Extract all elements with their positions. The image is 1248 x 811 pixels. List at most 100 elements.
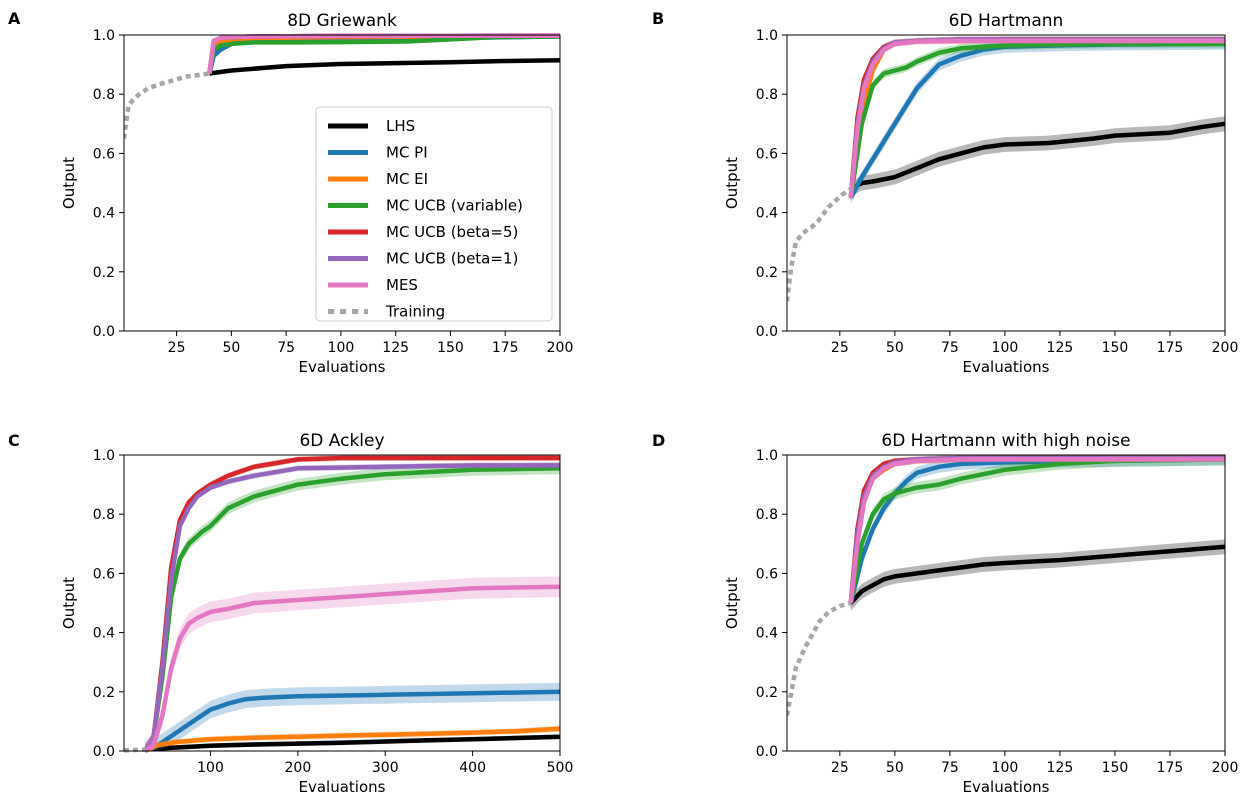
axes-frame [786,34,1226,332]
panel-letter: D [652,431,665,450]
x-tick-label: 50 [886,760,904,776]
series-line-mes [848,38,1225,199]
x-tick-label: 150 [1102,760,1129,776]
series-line-training [124,71,210,139]
x-tick-label: 25 [831,340,849,356]
series-line-mes [143,584,561,753]
y-tick-label: 0.6 [93,146,115,162]
x-tick-label: 200 [1212,760,1239,776]
plot-area [124,455,561,753]
y-tick-label: 0.2 [756,685,778,701]
y-tick-label: 0.6 [756,566,778,582]
chart-panel-b: B 6D Hartmann 25 50 75 100 125 150 175 200 0.0 0.2 0… [652,9,1238,376]
panel-letter: B [652,9,664,28]
x-tick-label: 25 [831,760,849,776]
legend-label-training: Training [385,303,445,321]
x-axis-label: Evaluations [299,358,386,376]
x-tick-label: 100 [197,760,224,776]
y-tick-label: 1.0 [93,28,115,44]
y-tick-label: 0.4 [756,626,778,642]
series-line-lhs [849,121,1226,191]
x-tick-label: 175 [1157,340,1184,356]
y-tick-label: 0.2 [756,265,778,281]
y-tick-label: 0.0 [93,324,115,340]
chart-panel-a: A 8D Griewank 25 50 75 100 125 150 175 200 0.0 0.2 0… [8,9,573,376]
y-tick-label: 0.6 [756,146,778,162]
x-tick-label: 100 [992,340,1019,356]
axes-frame [123,454,561,752]
x-tick-label: 300 [372,760,399,776]
y-tick-label: 1.0 [93,448,115,464]
x-axis-label: Evaluations [963,358,1050,376]
chart-title: 6D Hartmann with high noise [881,431,1130,451]
legend-label-mc-ei: MC EI [386,170,428,188]
legend-label-mes: MES [386,276,418,294]
chart-title: 6D Hartmann [949,11,1064,31]
y-tick-label: 0.0 [93,744,115,760]
y-tick-label: 1.0 [756,448,778,464]
y-tick-label: 0.2 [93,685,115,701]
series-line-lhs [144,734,561,752]
panel-letter: C [8,431,20,450]
legend-label-mc-ucb-beta-5: MC UCB (beta=5) [386,223,518,241]
y-tick-label: 0.8 [756,507,778,523]
legend-box [315,106,553,322]
legend-label-mc-ucb-beta-1: MC UCB (beta=1) [386,250,518,268]
series-line-mes [207,33,561,74]
x-tick-label: 500 [547,760,574,776]
series-line-training [787,600,852,716]
y-axis-label: Output [723,157,741,209]
x-axis-label: Evaluations [299,778,386,796]
y-tick-label: 0.0 [756,744,778,760]
x-tick-label: 50 [886,340,904,356]
y-tick-label: 0.2 [93,265,115,281]
plot-area [124,33,561,139]
x-tick-label: 200 [285,760,312,776]
series-line-mc-pi [848,457,1226,604]
series-line-mc-ucb-variable [848,457,1226,604]
x-tick-label: 75 [277,340,295,356]
legend-label-mc-pi: MC PI [386,144,428,162]
series-line-lhs [849,544,1226,605]
series-band-lhs [850,539,1225,611]
series-band-lhs [850,116,1225,197]
y-tick-label: 0.4 [93,206,115,222]
x-tick-label: 125 [1047,760,1074,776]
x-tick-label: 50 [222,340,240,356]
x-tick-label: 125 [382,340,409,356]
chart-panel-d: D 6D Hartmann with high noise 25 50 75 100 125… [652,431,1238,796]
series-line-mc-ucb-variable [207,34,561,74]
axes-frame [786,454,1226,752]
x-axis-label: Evaluations [963,778,1050,796]
x-tick-label: 100 [328,340,355,356]
x-tick-label: 150 [1102,340,1129,356]
axes-frame [123,34,561,332]
legend: LHS MC PI MC EI MC UCB (variable) MC UCB (be… [315,106,553,322]
x-tick-label: 100 [992,760,1019,776]
y-tick-label: 0.8 [93,507,115,523]
y-tick-label: 0.6 [93,566,115,582]
plot-area [787,455,1226,716]
series-line-training [124,747,146,753]
x-tick-label: 400 [459,760,486,776]
x-tick-label: 200 [1212,340,1239,356]
x-tick-label: 25 [168,340,186,356]
plot-area [787,36,1226,302]
x-tick-label: 175 [1157,760,1184,776]
series-line-mc-ucb-beta-1 [143,463,560,753]
series-line-mc-ei [144,726,561,753]
x-tick-label: 75 [941,340,959,356]
x-tick-label: 150 [437,340,464,356]
y-tick-label: 0.8 [756,87,778,103]
series-line-mc-pi [144,689,561,753]
panel-letter: A [8,9,21,28]
y-tick-label: 0.4 [756,206,778,222]
chart-title: 8D Griewank [287,11,397,31]
y-tick-label: 1.0 [756,28,778,44]
y-axis-label: Output [723,577,741,629]
y-tick-label: 0.0 [756,324,778,340]
chart-panel-c: C 6D Ackley 100 200 300 400 500 0.0 0.2 0.4 0.6 0.8… [8,431,573,796]
y-axis-label: Output [60,157,78,209]
x-tick-label: 200 [547,340,574,356]
